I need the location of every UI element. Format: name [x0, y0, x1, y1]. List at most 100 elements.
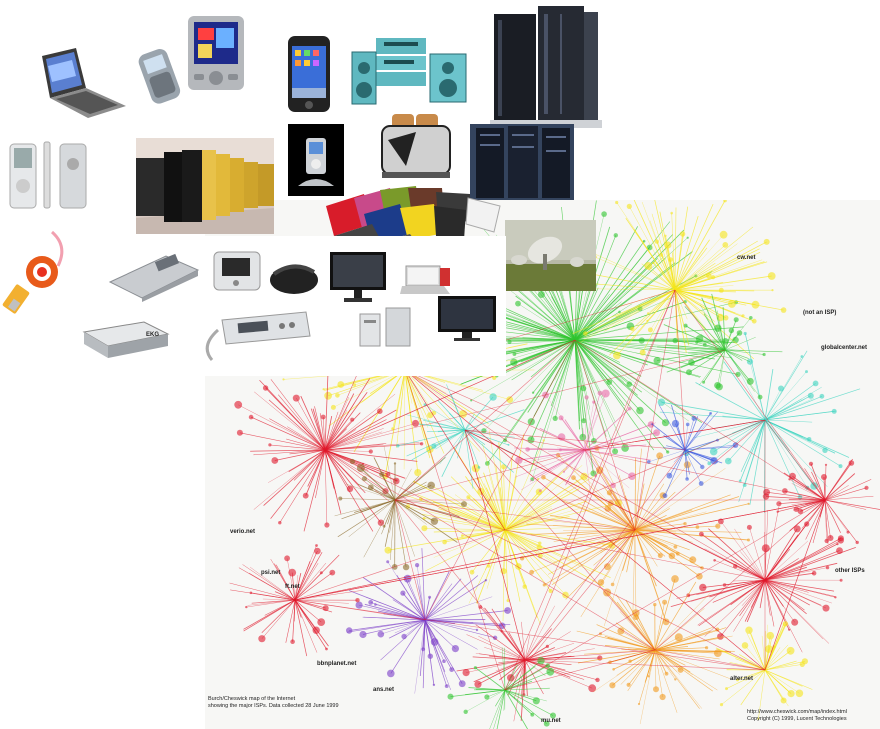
map-edge	[551, 529, 636, 585]
map-edge	[504, 440, 544, 531]
mp3-players-image	[6, 138, 88, 212]
map-edge	[454, 494, 506, 531]
map-node	[709, 447, 718, 456]
map-edge	[596, 447, 636, 531]
map-edge	[404, 369, 423, 410]
map-edge	[424, 619, 448, 687]
map-edge	[674, 289, 690, 346]
map-node	[778, 385, 784, 392]
map-edge	[230, 589, 296, 601]
map-edge	[287, 426, 326, 451]
map-backbone-link	[294, 529, 506, 601]
map-edge	[387, 499, 396, 525]
map-edge	[324, 409, 348, 451]
map-edge	[504, 465, 583, 531]
map-edge	[404, 369, 489, 425]
map-node	[588, 684, 597, 693]
map-node	[288, 568, 297, 577]
map-edge	[648, 449, 686, 463]
map-edge	[424, 619, 451, 690]
map-node	[562, 470, 565, 473]
map-edge	[540, 449, 586, 492]
map-node	[757, 717, 760, 720]
map-edge	[504, 689, 533, 715]
map-edge	[498, 442, 506, 531]
map-edge	[394, 499, 415, 557]
pocket-pc-image	[184, 14, 248, 92]
map-backbone-link	[464, 429, 586, 451]
map-node	[245, 605, 248, 609]
map-edge	[504, 689, 547, 724]
map-node	[719, 703, 724, 707]
map-node	[716, 313, 725, 322]
map-edge	[413, 481, 506, 531]
map-node	[545, 663, 551, 668]
map-edge	[724, 349, 749, 359]
map-node	[765, 645, 773, 653]
map-edge	[584, 449, 591, 496]
map-edge	[384, 499, 396, 547]
map-node	[510, 358, 518, 366]
map-edge	[674, 207, 677, 291]
map-edge	[589, 283, 676, 291]
map-edge	[261, 599, 296, 639]
map-edge	[759, 579, 766, 609]
map-backbone-link	[294, 529, 636, 601]
map-edge	[792, 475, 826, 501]
map-edge	[394, 499, 427, 525]
map-node	[442, 539, 447, 545]
map-edge	[764, 579, 832, 604]
map-edge	[394, 499, 407, 568]
map-edge	[577, 502, 636, 531]
map-edge	[521, 621, 526, 661]
map-node	[653, 602, 657, 607]
map-node	[705, 646, 709, 650]
map-node	[474, 680, 482, 688]
map-edge	[764, 579, 810, 606]
ipod-dock-image	[288, 124, 344, 196]
map-node	[621, 444, 629, 452]
map-edge	[594, 256, 676, 291]
map-node	[603, 588, 612, 597]
map-edge	[661, 401, 766, 421]
map-edge	[684, 449, 719, 464]
map-edge	[404, 576, 426, 621]
map-edge	[684, 449, 690, 475]
map-edge	[654, 637, 679, 651]
map-edge	[524, 628, 552, 661]
map-edge	[674, 289, 721, 318]
map-edge	[444, 419, 466, 431]
map-node	[791, 618, 799, 626]
map-edge	[634, 529, 703, 569]
map-backbone-link	[464, 429, 766, 581]
map-backbone-link	[324, 449, 766, 671]
map-node	[444, 684, 449, 688]
map-edge	[654, 649, 731, 680]
map-node	[597, 390, 603, 396]
map-node	[646, 312, 650, 315]
map-edge	[514, 449, 586, 478]
map-label-ans: ans.net	[373, 687, 395, 693]
map-edge	[383, 499, 396, 527]
map-node	[644, 262, 653, 270]
map-edge	[664, 449, 686, 496]
map-node	[542, 583, 546, 587]
map-edge	[584, 449, 630, 489]
map-edge	[654, 649, 732, 653]
map-edge	[324, 393, 355, 451]
map-edge	[504, 468, 565, 531]
map-node	[689, 556, 697, 564]
map-edge	[250, 449, 326, 452]
lcd-monitor-image	[328, 250, 388, 304]
map-edge	[543, 477, 636, 531]
map-node	[368, 449, 373, 454]
map-node	[361, 476, 367, 482]
map-node	[529, 569, 534, 575]
map-node	[668, 552, 676, 560]
map-backbone-link	[524, 659, 766, 671]
map-edge	[674, 239, 710, 291]
map-node	[741, 314, 745, 318]
map-edge	[404, 369, 419, 473]
map-edge	[291, 572, 296, 601]
map-node	[337, 381, 345, 388]
